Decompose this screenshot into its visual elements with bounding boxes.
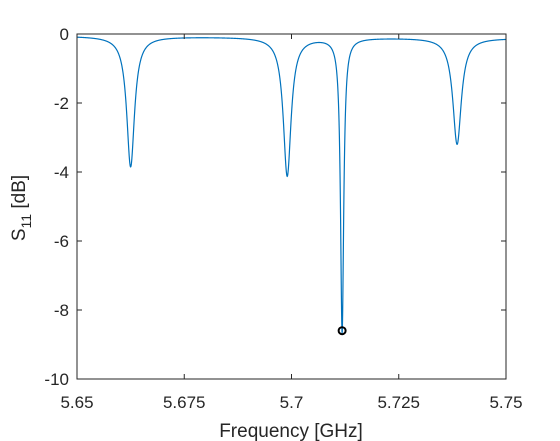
s11-series-line xyxy=(77,36,507,334)
y-axis-label-main: S xyxy=(9,228,30,241)
y-tick-label: -8 xyxy=(54,301,69,320)
y-axis-label: S11 [dB] xyxy=(9,175,34,241)
y-tick-label: -4 xyxy=(54,163,69,182)
series-layer xyxy=(77,36,507,334)
x-tick-label: 5.7 xyxy=(280,393,304,412)
x-tick-label: 5.75 xyxy=(489,393,522,412)
x-tick-label: 5.725 xyxy=(377,393,420,412)
x-axis-label: Frequency [GHz] xyxy=(219,421,363,441)
minimum-marker xyxy=(337,326,347,336)
y-tick-label: 0 xyxy=(60,25,69,44)
x-tick-label: 5.65 xyxy=(60,393,93,412)
axes-box xyxy=(76,33,507,380)
y-axis-ticks: 0 -2 -4 -6 -8 -10 xyxy=(44,25,506,389)
y-tick-label: -10 xyxy=(44,370,69,389)
x-axis-ticks: 5.65 5.675 5.7 5.725 5.75 xyxy=(60,34,523,412)
marker-layer xyxy=(337,326,347,336)
y-tick-label: -2 xyxy=(54,94,69,113)
y-axis-label-subscript: 11 xyxy=(18,214,34,229)
y-tick-label: -6 xyxy=(54,232,69,251)
x-tick-label: 5.675 xyxy=(163,393,206,412)
y-axis-label-unit: [dB] xyxy=(9,175,30,214)
plot-area: 5.65 5.675 5.7 5.725 5.75 0 -2 -4 -6 -8 -10 xyxy=(44,25,522,412)
